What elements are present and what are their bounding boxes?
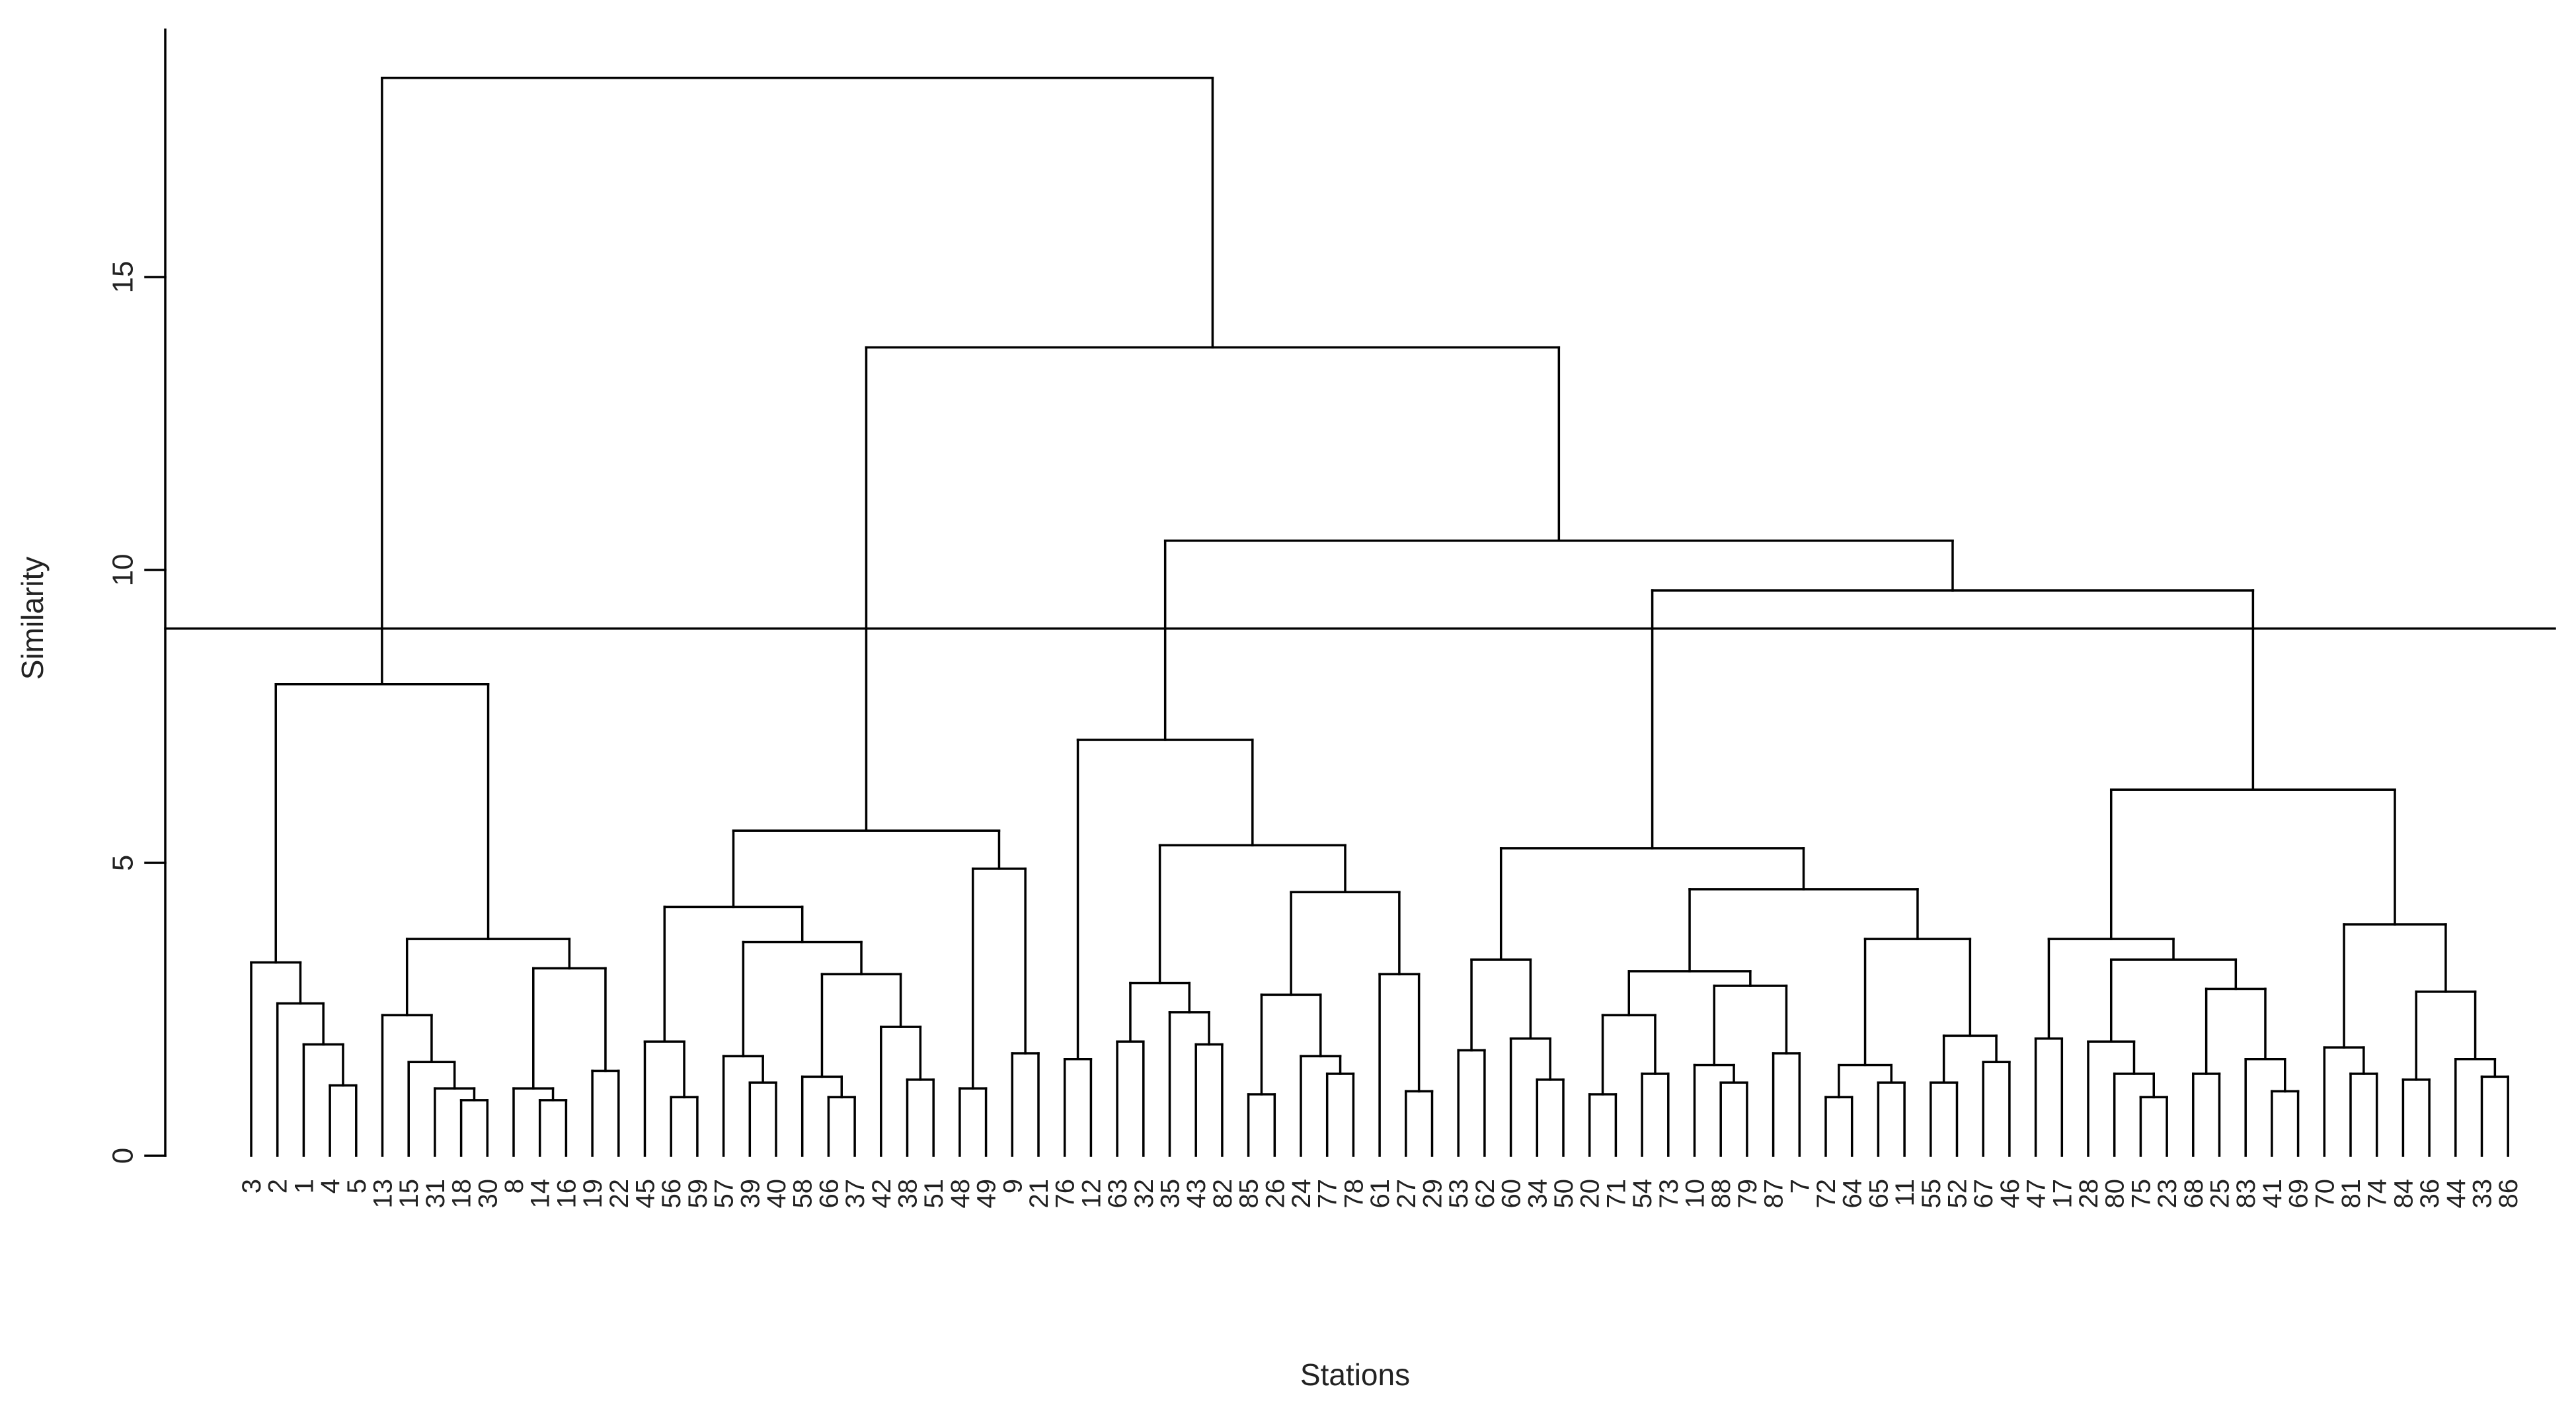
leaf-label-66: 66	[814, 1179, 843, 1209]
leaf-label-81: 81	[2337, 1179, 2366, 1209]
leaf-label-31: 31	[421, 1179, 450, 1209]
leaf-label-32: 32	[1130, 1179, 1159, 1209]
leaf-label-10: 10	[1681, 1179, 1710, 1209]
leaf-label-35: 35	[1156, 1179, 1185, 1209]
leaf-label-20: 20	[1576, 1179, 1605, 1209]
leaf-label-57: 57	[710, 1179, 739, 1209]
leaf-label-62: 62	[1471, 1179, 1500, 1209]
y-axis-ticks: 0 5 10 15	[106, 261, 167, 1164]
leaf-label-55: 55	[1917, 1179, 1946, 1209]
leaf-label-87: 87	[1760, 1179, 1789, 1209]
leaf-label-73: 73	[1655, 1179, 1684, 1209]
leaf-label-61: 61	[1366, 1179, 1395, 1209]
leaf-label-65: 65	[1864, 1179, 1893, 1209]
leaf-label-86: 86	[2494, 1179, 2523, 1209]
leaf-label-14: 14	[526, 1179, 555, 1209]
leaf-label-72: 72	[1812, 1179, 1841, 1209]
leaf-label-78: 78	[1339, 1179, 1368, 1209]
leaf-label-19: 19	[578, 1179, 607, 1209]
leaf-label-12: 12	[1077, 1179, 1106, 1209]
leaf-label-2: 2	[264, 1179, 293, 1193]
leaf-label-50: 50	[1549, 1179, 1579, 1209]
leaf-label-17: 17	[2048, 1179, 2077, 1209]
leaf-label-63: 63	[1103, 1179, 1132, 1209]
leaf-label-60: 60	[1497, 1179, 1526, 1209]
leaf-label-75: 75	[2127, 1179, 2156, 1209]
leaf-label-42: 42	[867, 1179, 896, 1209]
leaf-label-45: 45	[631, 1179, 660, 1209]
leaf-label-70: 70	[2310, 1179, 2339, 1209]
leaf-label-34: 34	[1523, 1179, 1552, 1209]
leaf-label-36: 36	[2415, 1179, 2444, 1209]
leaf-label-25: 25	[2206, 1179, 2235, 1209]
leaf-label-69: 69	[2284, 1179, 2314, 1209]
y-tick-label-0: 0	[106, 1148, 139, 1164]
leaf-label-77: 77	[1313, 1179, 1343, 1209]
leaf-label-15: 15	[395, 1179, 424, 1209]
leaf-label-68: 68	[2179, 1179, 2208, 1209]
leaf-label-59: 59	[683, 1179, 713, 1209]
leaf-label-41: 41	[2258, 1179, 2287, 1209]
leaf-label-9: 9	[998, 1179, 1027, 1193]
y-tick-label-5: 5	[106, 855, 139, 871]
leaf-label-84: 84	[2389, 1179, 2418, 1209]
leaf-label-80: 80	[2101, 1179, 2130, 1209]
leaf-label-44: 44	[2442, 1179, 2471, 1209]
leaf-label-39: 39	[736, 1179, 765, 1209]
leaf-label-67: 67	[1969, 1179, 1998, 1209]
leaf-label-27: 27	[1392, 1179, 1421, 1209]
leaf-label-18: 18	[448, 1179, 477, 1209]
leaf-label-71: 71	[1602, 1179, 1631, 1209]
leaf-label-40: 40	[762, 1179, 791, 1209]
leaf-label-76: 76	[1051, 1179, 1080, 1209]
y-tick-label-10: 10	[106, 554, 139, 586]
leaf-label-11: 11	[1891, 1179, 1920, 1207]
leaf-label-56: 56	[657, 1179, 686, 1209]
leaf-label-24: 24	[1287, 1179, 1316, 1209]
leaf-label-33: 33	[2468, 1179, 2497, 1209]
leaf-label-48: 48	[946, 1179, 975, 1209]
leaf-label-43: 43	[1182, 1179, 1211, 1209]
leaf-label-46: 46	[1996, 1179, 2025, 1209]
leaf-label-7: 7	[1785, 1179, 1815, 1193]
y-axis-title: Similarity	[15, 557, 50, 680]
leaf-label-79: 79	[1733, 1179, 1762, 1209]
leaf-label-21: 21	[1025, 1179, 1054, 1209]
leaf-label-58: 58	[789, 1179, 818, 1209]
leaf-label-52: 52	[1943, 1179, 1972, 1209]
leaf-label-54: 54	[1628, 1179, 1657, 1209]
leaf-label-88: 88	[1707, 1179, 1736, 1209]
y-tick-label-15: 15	[106, 261, 139, 294]
leaf-label-23: 23	[2153, 1179, 2182, 1209]
leaf-label-82: 82	[1208, 1179, 1237, 1209]
leaf-label-38: 38	[894, 1179, 923, 1209]
leaf-label-3: 3	[237, 1179, 266, 1193]
leaf-label-85: 85	[1235, 1179, 1264, 1209]
dendrogram-tree	[250, 77, 2509, 1157]
leaf-label-5: 5	[342, 1179, 371, 1193]
leaf-label-30: 30	[473, 1179, 502, 1209]
leaf-label-47: 47	[2022, 1179, 2051, 1209]
leaf-label-26: 26	[1261, 1179, 1290, 1209]
x-axis-title: Stations	[1300, 1357, 1410, 1392]
leaf-label-8: 8	[500, 1179, 529, 1193]
leaf-label-13: 13	[369, 1179, 398, 1209]
leaf-label-29: 29	[1419, 1179, 1448, 1209]
leaf-label-22: 22	[605, 1179, 634, 1209]
leaf-labels: 3214513153118308141619224556595739405866…	[237, 1179, 2523, 1209]
leaf-label-64: 64	[1838, 1179, 1867, 1209]
leaf-label-83: 83	[2232, 1179, 2261, 1209]
leaf-label-74: 74	[2363, 1179, 2392, 1209]
leaf-label-49: 49	[972, 1179, 1001, 1209]
leaf-label-4: 4	[316, 1179, 345, 1193]
leaf-label-28: 28	[2074, 1179, 2103, 1209]
leaf-label-37: 37	[841, 1179, 870, 1209]
leaf-label-16: 16	[552, 1179, 581, 1209]
leaf-label-1: 1	[290, 1179, 319, 1193]
leaf-label-51: 51	[919, 1179, 949, 1209]
leaf-label-53: 53	[1444, 1179, 1473, 1209]
